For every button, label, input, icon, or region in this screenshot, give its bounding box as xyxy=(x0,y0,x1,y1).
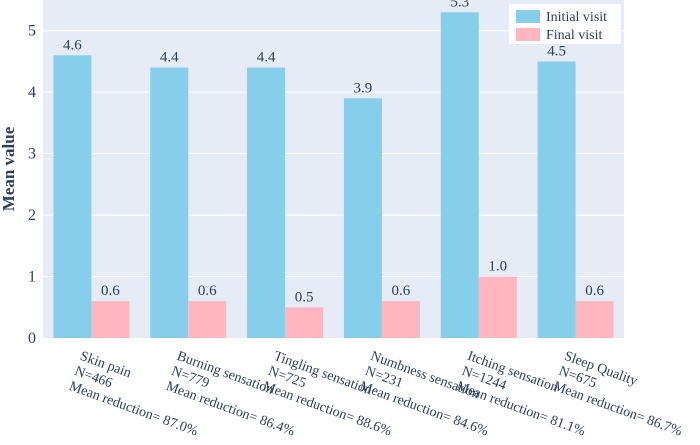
bar-value-label: 0.6 xyxy=(101,283,120,299)
legend-label: Final visit xyxy=(546,28,603,43)
plot-background xyxy=(43,0,624,338)
bar-value-label: 1.0 xyxy=(488,259,507,275)
bar-value-label: 3.9 xyxy=(354,80,373,96)
initial-visit-bar xyxy=(343,98,382,338)
y-tick-label: 5 xyxy=(28,23,36,40)
bar-value-label: 0.6 xyxy=(392,283,411,299)
legend-swatch xyxy=(516,10,540,23)
final-visit-bar xyxy=(91,301,130,338)
initial-visit-bar xyxy=(247,67,286,338)
initial-visit-bar xyxy=(440,12,479,339)
bar-value-label: 5.3 xyxy=(450,0,469,10)
initial-visit-bar xyxy=(537,61,576,339)
y-tick-label: 4 xyxy=(28,84,36,101)
bar-value-label: 0.6 xyxy=(585,283,604,299)
legend-swatch xyxy=(516,28,540,41)
final-visit-bar xyxy=(575,301,614,338)
y-tick-label: 1 xyxy=(28,269,36,286)
y-tick-label: 2 xyxy=(28,207,36,224)
bar-value-label: 4.4 xyxy=(160,50,179,66)
legend-label: Initial visit xyxy=(546,10,607,25)
final-visit-bar xyxy=(285,307,324,338)
y-tick-label: 0 xyxy=(28,330,36,347)
y-tick-label: 3 xyxy=(28,146,36,163)
bar-value-label: 0.6 xyxy=(198,283,217,299)
final-visit-bar xyxy=(381,301,420,338)
bar-value-label: 4.6 xyxy=(63,37,82,53)
bar-value-label: 0.5 xyxy=(295,289,314,305)
final-visit-bar xyxy=(188,301,227,338)
initial-visit-bar xyxy=(53,55,92,339)
bar-value-label: 4.5 xyxy=(547,43,566,59)
y-axis-title: Mean value xyxy=(0,126,18,211)
bar-value-label: 4.4 xyxy=(257,50,276,66)
initial-visit-bar xyxy=(150,67,189,338)
final-visit-bar xyxy=(478,276,517,338)
